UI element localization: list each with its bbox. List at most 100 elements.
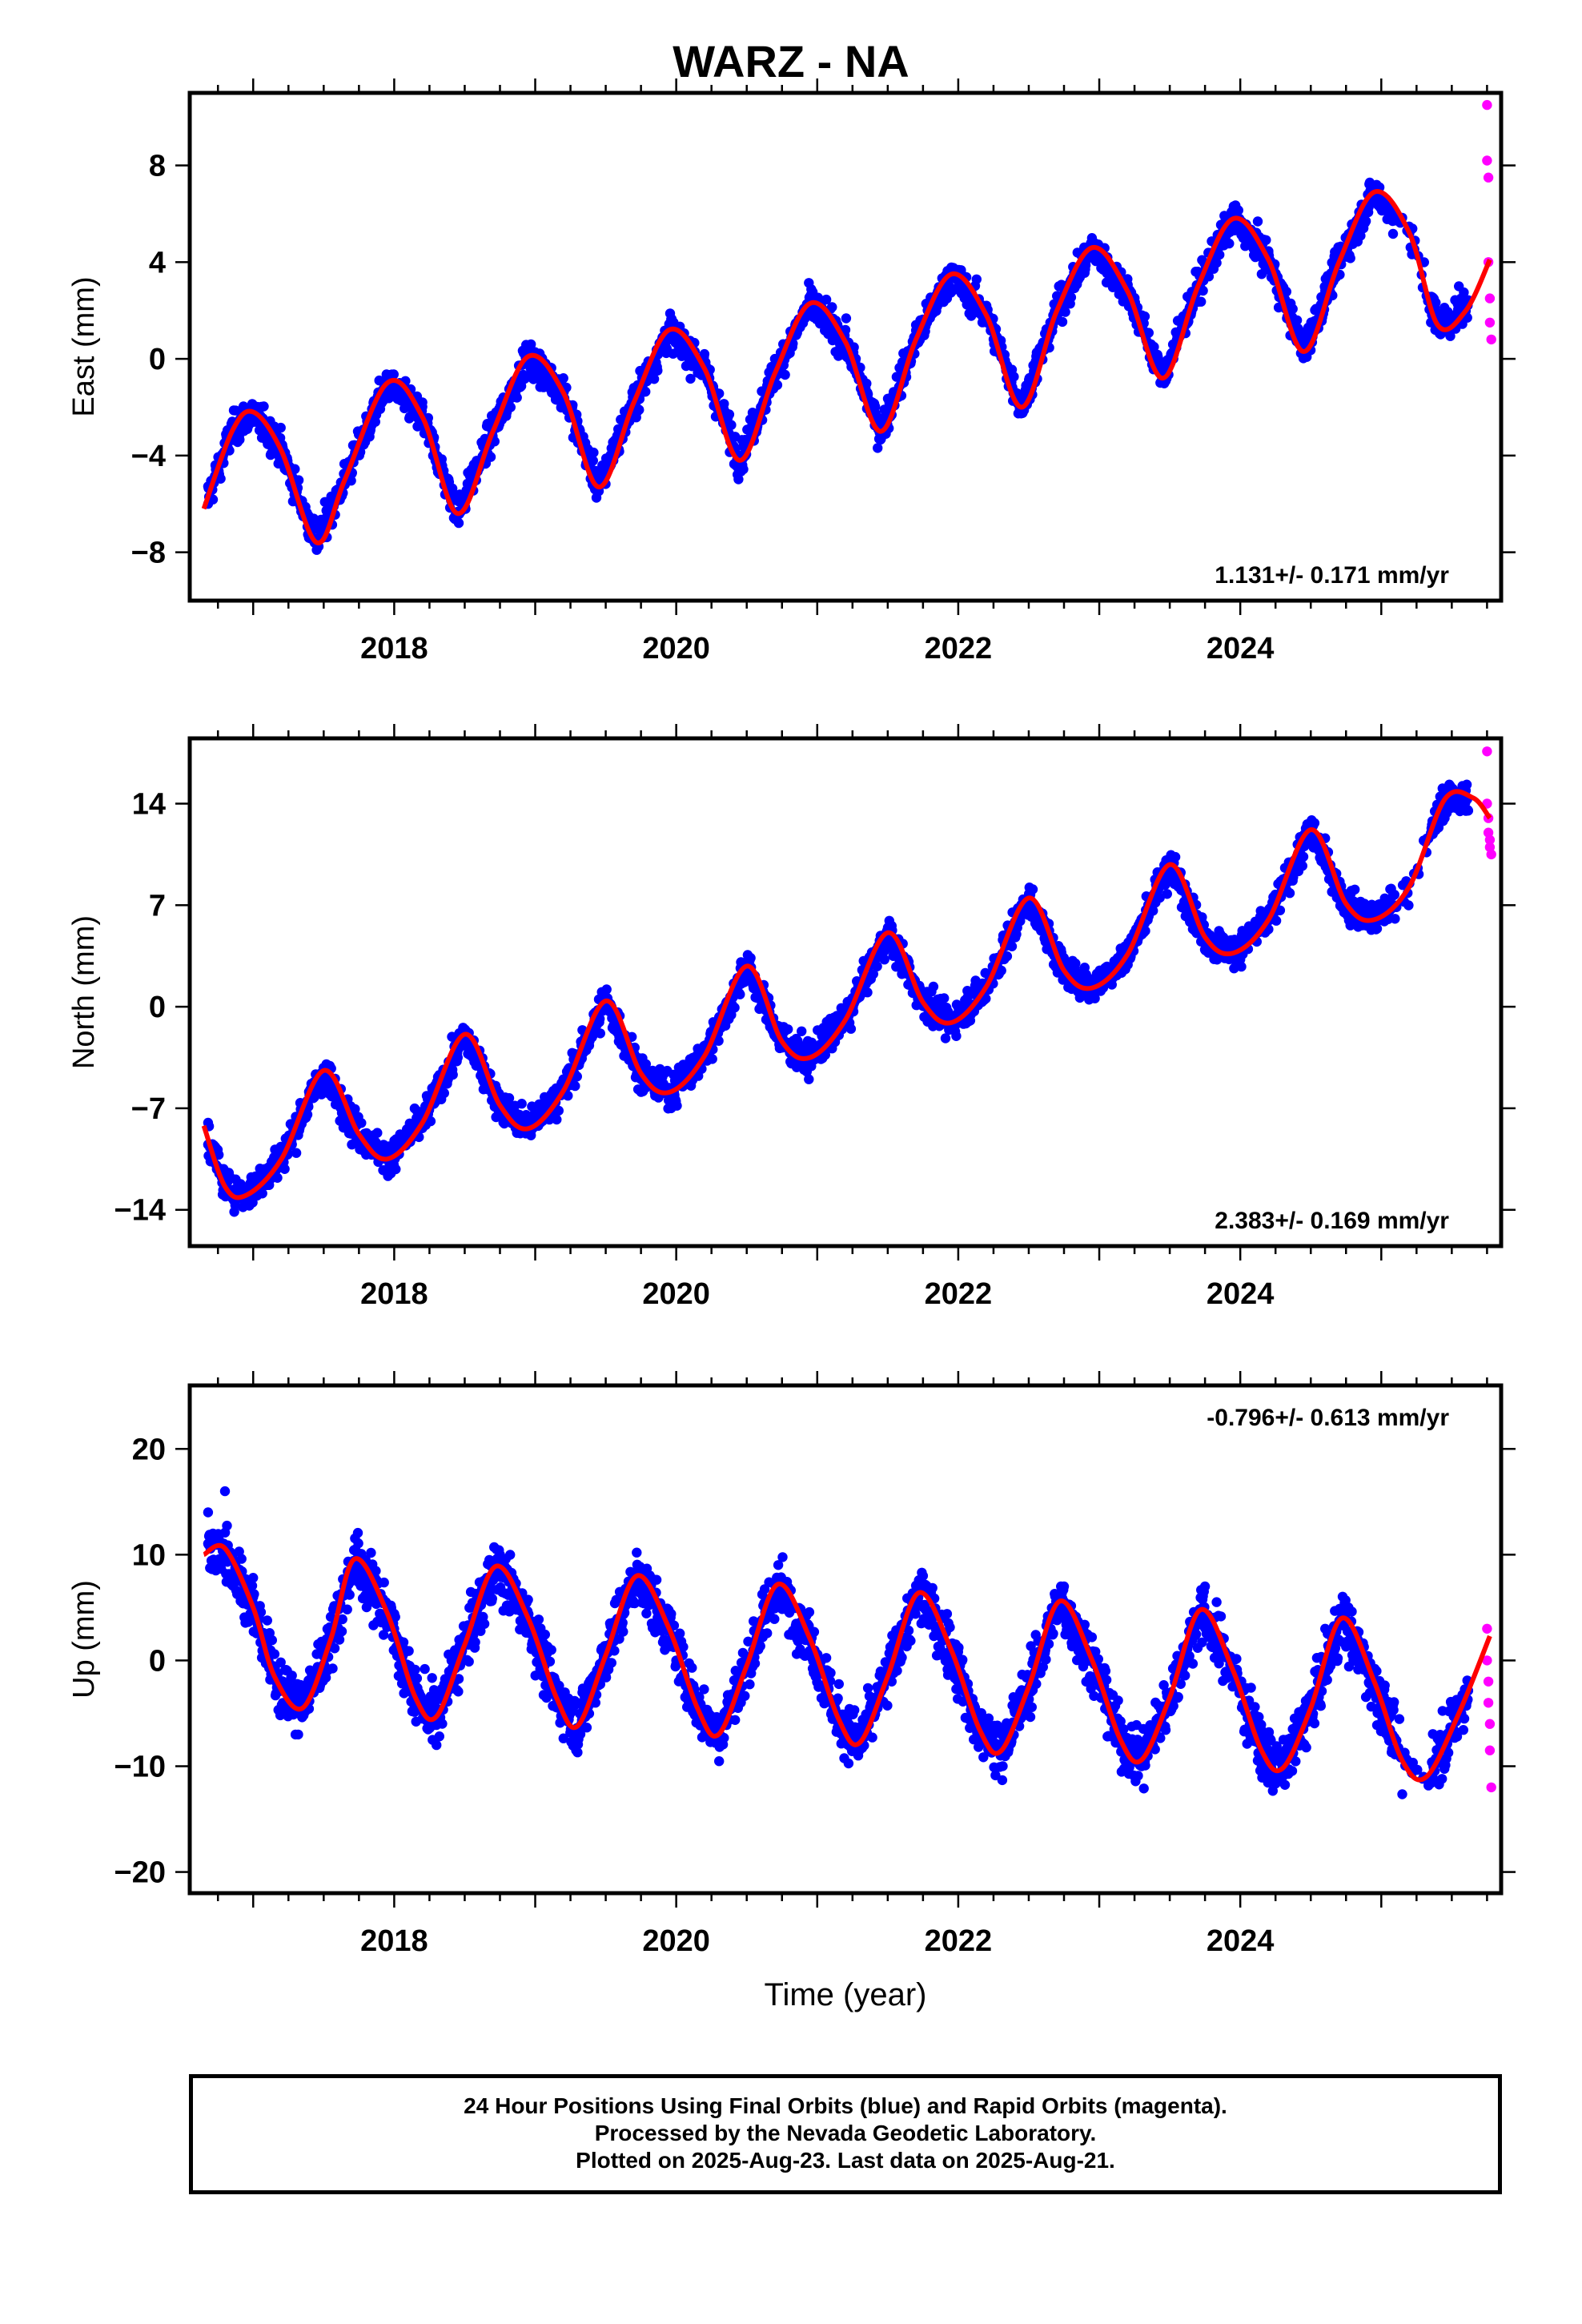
- final-point: [257, 1188, 267, 1199]
- final-point: [425, 1116, 436, 1127]
- final-point: [388, 369, 399, 380]
- final-point: [516, 1099, 527, 1109]
- final-point: [971, 274, 982, 284]
- final-point: [1291, 315, 1303, 326]
- final-point: [1445, 331, 1456, 341]
- final-point: [595, 1014, 605, 1024]
- final-point: [634, 404, 644, 415]
- final-point: [797, 1026, 807, 1037]
- final-point: [1431, 297, 1441, 308]
- final-point: [291, 1148, 302, 1158]
- final-point: [1284, 888, 1295, 899]
- final-point: [447, 483, 458, 494]
- final-point: [504, 1093, 515, 1104]
- final-point: [1224, 238, 1235, 249]
- final-point: [1170, 851, 1181, 862]
- final-point: [302, 1109, 313, 1120]
- final-point: [214, 1149, 224, 1160]
- final-point: [928, 981, 939, 992]
- rapid-point: [1482, 155, 1492, 166]
- final-point: [601, 984, 612, 995]
- final-point: [1454, 281, 1464, 292]
- final-point: [215, 473, 226, 484]
- final-point: [452, 1052, 463, 1063]
- final-point: [780, 369, 790, 380]
- final-point: [707, 1054, 717, 1064]
- y-axis-label: East (mm): [67, 276, 101, 416]
- final-point: [873, 443, 883, 453]
- final-point: [1196, 296, 1207, 307]
- final-point: [512, 392, 522, 403]
- final-point: [841, 313, 852, 324]
- final-point: [417, 397, 428, 408]
- final-point: [1203, 271, 1215, 282]
- final-point: [595, 1028, 605, 1039]
- rapid-point: [1484, 317, 1496, 328]
- final-point: [1070, 958, 1081, 969]
- final-point: [1233, 205, 1244, 215]
- final-point: [910, 320, 921, 330]
- final-point: [1298, 851, 1309, 862]
- final-point: [1355, 231, 1366, 241]
- plot-area: [201, 746, 1496, 1217]
- final-point: [356, 1118, 367, 1128]
- plot-area: [201, 99, 1496, 555]
- final-point: [1275, 905, 1286, 916]
- final-point: [1345, 253, 1355, 263]
- y-tick-label: −4: [131, 440, 166, 473]
- rapid-point: [1483, 172, 1494, 183]
- rapid-point: [1484, 293, 1496, 304]
- model-fit-line: [201, 189, 1492, 545]
- final-point: [1154, 892, 1165, 903]
- final-point: [235, 434, 245, 445]
- final-point: [1149, 341, 1159, 352]
- final-point: [563, 1091, 573, 1101]
- final-point: [868, 969, 879, 979]
- y-tick-label: 8: [149, 150, 166, 183]
- final-point: [1309, 818, 1320, 828]
- final-point: [485, 452, 496, 462]
- final-point: [552, 1114, 562, 1125]
- final-point: [724, 409, 735, 420]
- final-point: [1360, 215, 1371, 227]
- final-point: [699, 348, 710, 360]
- final-point: [570, 1080, 580, 1092]
- final-point: [981, 993, 991, 1004]
- final-point: [1060, 307, 1070, 317]
- rapid-point: [1486, 334, 1496, 345]
- final-point: [804, 1074, 814, 1084]
- final-point: [783, 1024, 793, 1035]
- final-point: [505, 402, 516, 412]
- final-point: [1009, 372, 1019, 382]
- final-point: [735, 989, 745, 999]
- final-point: [1006, 941, 1018, 951]
- x-tick-label: 2022: [925, 632, 993, 665]
- final-point: [272, 1172, 283, 1184]
- final-point: [1066, 292, 1077, 303]
- final-point: [1297, 861, 1308, 871]
- final-point: [861, 378, 872, 389]
- final-point: [1193, 267, 1203, 277]
- final-point: [1139, 311, 1150, 322]
- final-point: [640, 386, 651, 397]
- final-point: [951, 1031, 962, 1042]
- final-point: [391, 1164, 401, 1175]
- final-point: [648, 374, 660, 384]
- final-point: [827, 302, 837, 312]
- final-point: [1236, 961, 1247, 972]
- final-point: [448, 1069, 458, 1080]
- final-point: [372, 1128, 383, 1138]
- final-point: [745, 953, 756, 963]
- final-point: [652, 365, 663, 376]
- final-point: [879, 955, 889, 965]
- final-point: [350, 1104, 360, 1115]
- final-point: [1027, 884, 1038, 895]
- final-point: [738, 464, 749, 475]
- final-point: [870, 401, 881, 412]
- page-title: WARZ - NA: [673, 36, 909, 86]
- final-point: [259, 401, 269, 412]
- x-tick-label: 2020: [642, 632, 710, 665]
- final-point: [588, 447, 599, 458]
- final-point: [845, 1023, 857, 1034]
